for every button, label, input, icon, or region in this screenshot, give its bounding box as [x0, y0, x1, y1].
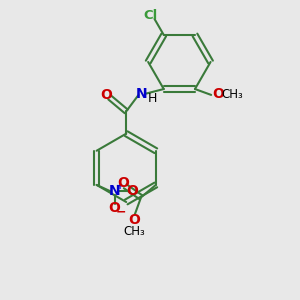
Text: H: H: [148, 92, 157, 105]
Text: +: +: [116, 182, 124, 191]
Text: O: O: [128, 213, 140, 227]
Text: Cl: Cl: [144, 9, 158, 22]
Text: O: O: [212, 87, 224, 101]
Text: CH₃: CH₃: [222, 88, 243, 101]
Text: −: −: [116, 205, 126, 218]
Text: N: N: [136, 87, 147, 101]
Text: O: O: [100, 88, 112, 102]
Text: CH₃: CH₃: [123, 225, 145, 239]
Text: O: O: [109, 201, 121, 214]
Text: N: N: [109, 184, 120, 198]
Text: O: O: [117, 176, 129, 190]
Text: O: O: [126, 184, 138, 198]
